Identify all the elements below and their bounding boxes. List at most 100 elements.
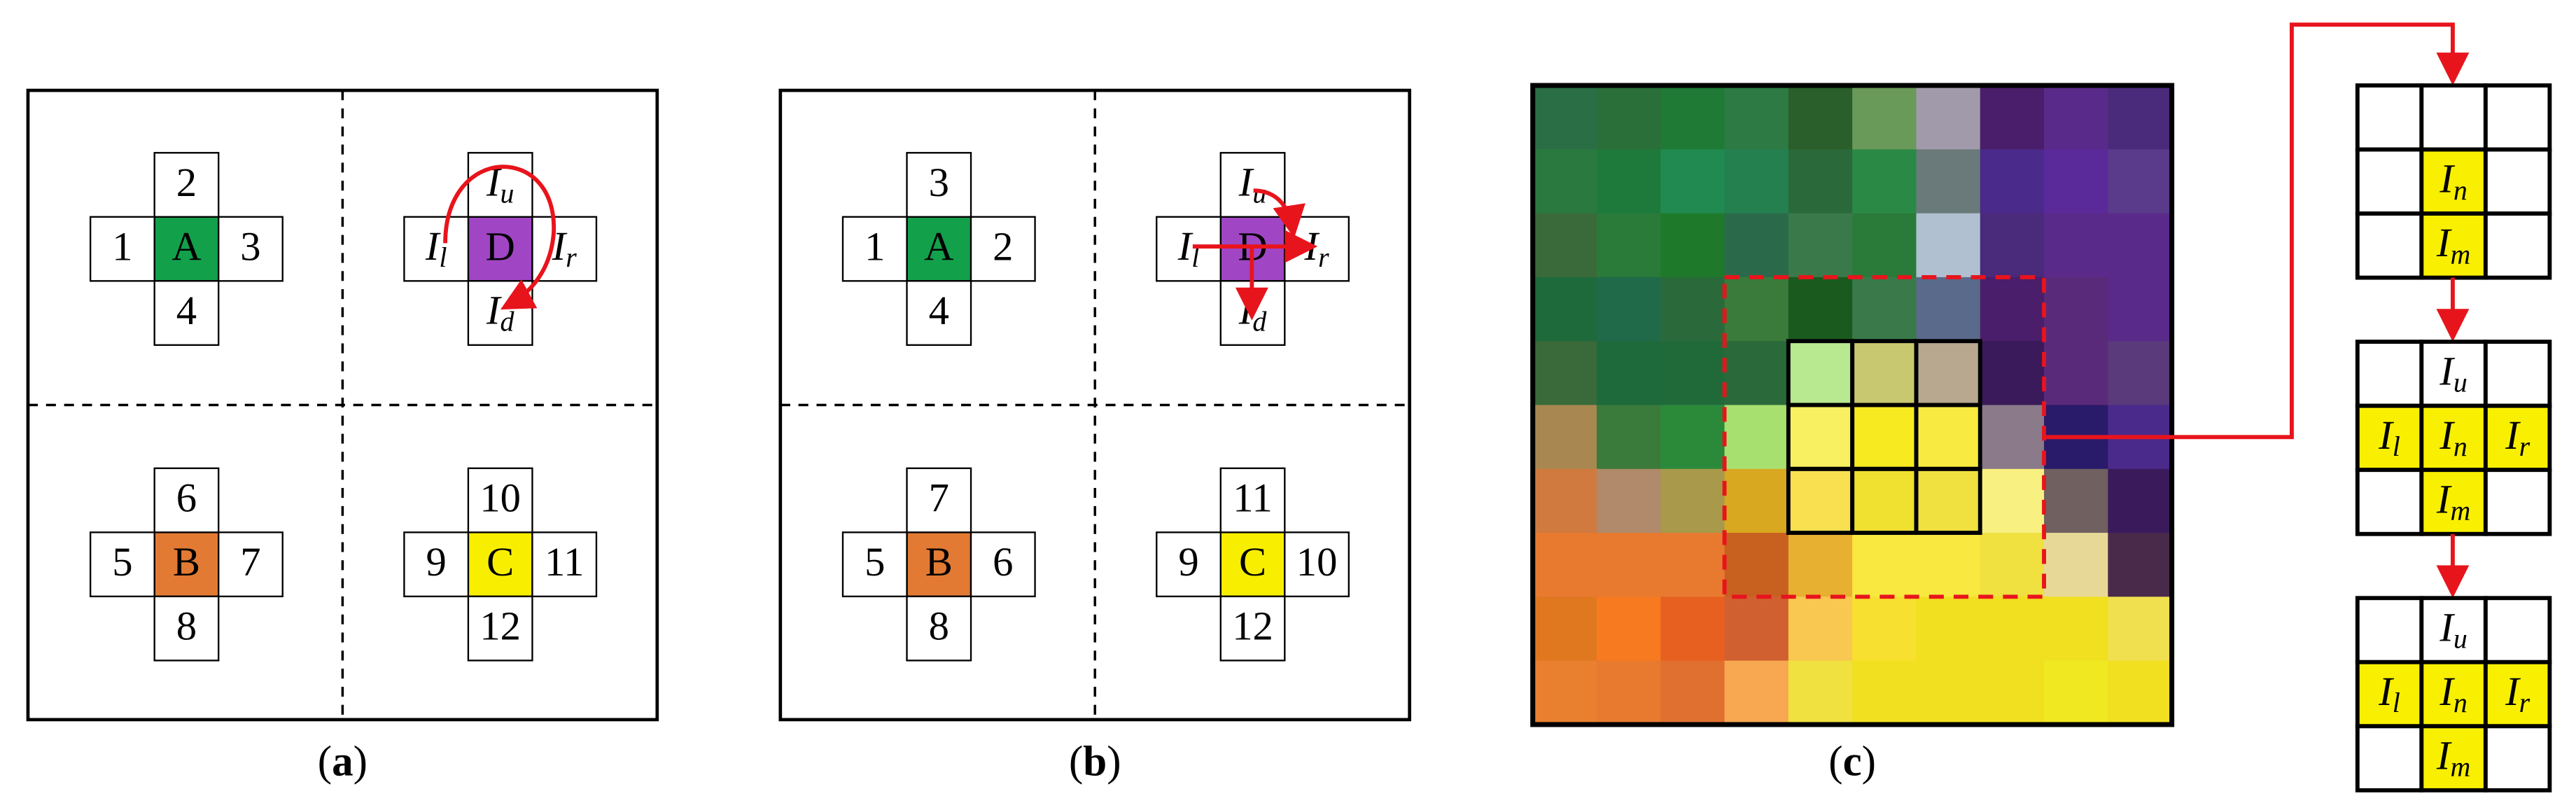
pixel: [2044, 213, 2109, 279]
pixel: [1660, 213, 1726, 279]
cross-cell: [467, 595, 533, 662]
cross-cell: [906, 531, 972, 598]
label-sub: m: [2450, 751, 2470, 783]
pixel: [1852, 341, 1917, 406]
pixel: [2108, 341, 2173, 406]
step-cell: [2419, 147, 2488, 216]
step-cell: [2483, 468, 2552, 536]
cross-neighbor: 5: [864, 539, 885, 585]
pixel: [1788, 533, 1854, 598]
pixel: [1532, 85, 1598, 151]
pixel: [1980, 85, 2045, 151]
label-main: I: [486, 288, 502, 333]
label-main: I: [2378, 669, 2394, 714]
label-sub: l: [2393, 687, 2400, 718]
cross-cell: [531, 531, 598, 598]
label-main: I: [486, 160, 502, 205]
caption-part: ): [1862, 739, 1876, 785]
pixel: [2108, 468, 2173, 534]
pixel: [1980, 149, 2045, 214]
label-sub: l: [439, 242, 447, 273]
pixel: [1916, 277, 1981, 342]
cross-cell: [906, 280, 972, 347]
pixel: [1788, 341, 1854, 406]
pixel: [2108, 149, 2173, 214]
cross-cell: [1156, 216, 1222, 282]
label-sub: d: [500, 306, 514, 337]
pixel: [1532, 660, 1598, 726]
pixel: [2108, 85, 2173, 151]
cross-neighbor: Id: [486, 288, 515, 337]
label-sub: r: [2519, 687, 2530, 718]
step-cell: [2483, 659, 2552, 729]
caption-part: ): [1107, 739, 1121, 785]
pixel: [1660, 596, 1726, 662]
pixel: [1852, 213, 1917, 279]
cross-neighbor: 11: [1233, 475, 1272, 520]
pixel: [1852, 660, 1917, 726]
step-cell: [2483, 211, 2552, 280]
step-label: Iu: [2439, 349, 2467, 398]
cross-neighbor: Iu: [1238, 160, 1266, 209]
step-label: Ir: [2505, 669, 2530, 718]
cross-neighbor: Il: [425, 223, 447, 273]
pixel: [2108, 213, 2173, 279]
caption: (b): [1069, 739, 1121, 785]
label-main: I: [2436, 221, 2452, 266]
step-cell: [2483, 596, 2552, 664]
pixel: [2108, 660, 2173, 726]
pixel: [2044, 468, 2109, 534]
image-frame: [1530, 83, 2175, 727]
cross-neighbor: 8: [176, 603, 197, 648]
pixel: [1724, 341, 1790, 406]
pixel: [1852, 468, 1917, 534]
pixel: [2044, 533, 2109, 598]
step-cell: [2483, 147, 2552, 216]
pixel: [1532, 149, 1598, 214]
pixel: [1596, 85, 1662, 151]
step-cell: [2355, 596, 2424, 664]
cross-neighbor: 3: [240, 223, 260, 269]
cross-neighbor: 1: [112, 223, 132, 269]
pixel: [1980, 596, 2045, 662]
step-cell: [2483, 724, 2552, 792]
cross-neighbor: 10: [479, 475, 521, 520]
label-sub: r: [1318, 242, 1329, 273]
cross-neighbor: 3: [929, 160, 949, 205]
connector: [2044, 22, 2470, 440]
cross-cell: [153, 531, 220, 598]
pixel: [1916, 596, 1981, 662]
label-main: I: [2439, 156, 2455, 202]
label-main: I: [2436, 733, 2452, 778]
pixel: [1788, 277, 1854, 342]
pixel: [1596, 596, 1662, 662]
cross-cell: [153, 467, 220, 533]
pixel: [1532, 468, 1598, 534]
pixel: [1660, 660, 1726, 726]
caption-part: c: [1843, 739, 1862, 785]
pixel: [2044, 149, 2109, 214]
step-cell: [2483, 83, 2552, 152]
label-main: I: [2505, 412, 2521, 458]
pixel: [2044, 341, 2109, 406]
cross-cell: [1219, 595, 1286, 662]
step-label: Im: [2436, 221, 2470, 270]
pixel: [2044, 596, 2109, 662]
pixel: [1660, 533, 1726, 598]
cross-cell: [153, 595, 220, 662]
pixel: [1532, 405, 1598, 470]
window-cell: [1914, 466, 1982, 536]
cross-center: D: [485, 223, 514, 269]
pixel: [1660, 149, 1726, 214]
step-label: Iu: [2439, 605, 2467, 655]
pixel: [1788, 660, 1854, 726]
pixel: [1788, 468, 1854, 534]
cross-neighbor: 12: [1232, 603, 1273, 648]
pixel: [1724, 596, 1790, 662]
cross-cell: [467, 216, 533, 282]
step-label: In: [2439, 412, 2467, 462]
pixel: [1852, 149, 1917, 214]
step-cell: [2355, 340, 2424, 408]
pixel: [1980, 277, 2045, 342]
pixel: [1916, 468, 1981, 534]
